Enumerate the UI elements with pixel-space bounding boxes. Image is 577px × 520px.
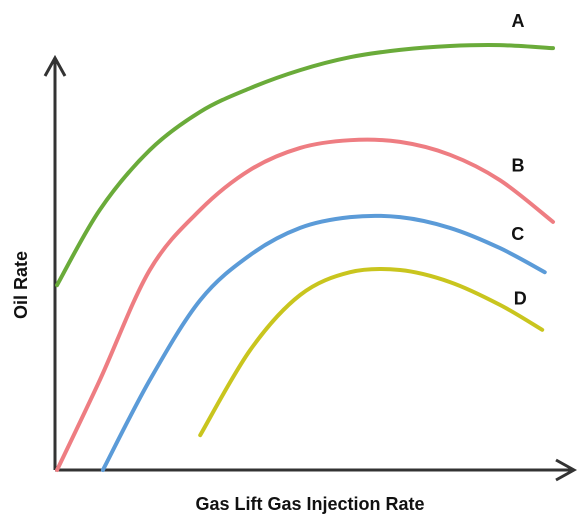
series-label: D [514, 289, 527, 309]
line [100, 213, 547, 472]
series-label: C [511, 224, 524, 244]
series-label: B [512, 156, 525, 176]
y-axis-label: Oil Rate [11, 251, 31, 319]
series-label: A [512, 11, 525, 31]
line [55, 43, 556, 288]
x-axis-arrow [555, 458, 577, 482]
line [55, 137, 556, 472]
line [198, 266, 545, 438]
y-axis-arrow [43, 54, 67, 77]
x-axis-label: Gas Lift Gas Injection Rate [195, 494, 424, 514]
